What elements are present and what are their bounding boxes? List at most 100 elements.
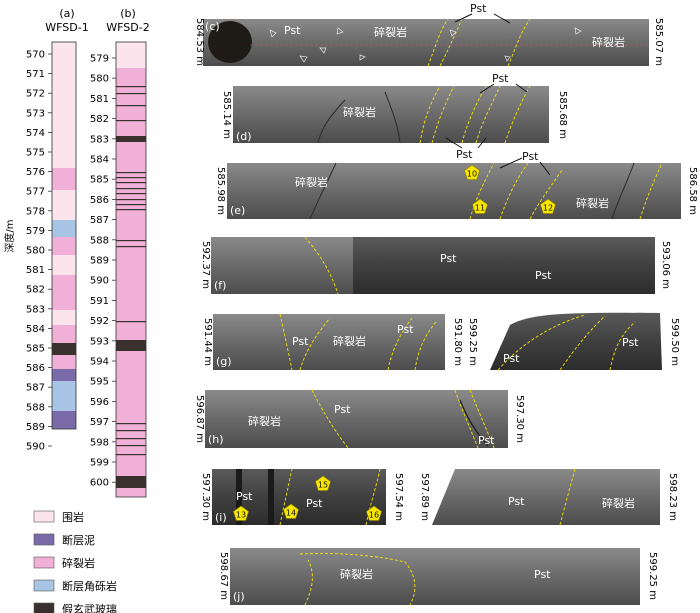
column-b: (b) WFSD-2 (90, 7, 150, 498)
core-photo (227, 163, 681, 219)
left-depth-label: 591.44 m (202, 318, 213, 366)
sample-marker (472, 198, 488, 214)
column-a: (a) WFSD-1 57057157257357457557657757857… (3, 7, 89, 453)
legend-swatch (33, 556, 55, 569)
sample-marker (540, 198, 556, 214)
core-photo (490, 312, 662, 370)
core-panel-i: (i) Pst Pst 13 14 15 16 597.30 m 597.54 m (200, 468, 404, 526)
stratum-pseudotachylyte (116, 199, 146, 201)
core-panel-c: (c) Pst 碎裂岩 碎裂岩 Pst 584.53 m 585.07 m (194, 2, 664, 67)
stratum-wall-rock (52, 310, 76, 325)
depth-tick-label: 577 (26, 187, 45, 198)
sample-marker-number: 13 (236, 511, 246, 520)
core-panel-j: (j) 碎裂岩 Pst 598.67 m 599.25 m (218, 548, 658, 606)
pst-label: Pst (284, 24, 301, 37)
column-a-frame (51, 41, 77, 430)
pst-label: Pst (503, 352, 520, 365)
panel-tag: (e) (230, 204, 245, 217)
sample-marker-number: 11 (475, 204, 485, 213)
depth-tick-label: 586 (26, 363, 45, 374)
core-photo (203, 19, 649, 66)
cataclasite-label: 碎裂岩 (592, 35, 625, 49)
depth-tick-label: 584 (90, 155, 109, 166)
depth-tick-label: 583 (26, 304, 45, 315)
sample-marker-number: 10 (467, 170, 477, 179)
core-gap (236, 469, 242, 525)
core-photo (432, 469, 660, 525)
core-panel-g2: Pst Pst 599.25 m 599.50 m (467, 312, 680, 371)
stratum-wall-rock (52, 255, 76, 275)
pst-boundary-lines (311, 389, 495, 449)
callout-leader (454, 13, 473, 23)
sample-marker (464, 164, 480, 180)
depth-tick-label: 578 (26, 206, 45, 217)
pst-label: Pst (292, 335, 309, 348)
stratum-cataclasite (52, 275, 76, 310)
right-depth-label: 586.58 m (687, 167, 698, 215)
left-depth-label: 596.87 m (194, 395, 205, 443)
legend-label: 假玄武玻璃 (62, 602, 117, 613)
cataclasite-label: 碎裂岩 (602, 496, 635, 510)
depth-tick-label: 574 (26, 128, 45, 139)
depth-tick-label: 587 (26, 383, 45, 394)
pst-callout: Pst (522, 150, 539, 163)
stratum-pseudotachylyte (116, 177, 146, 179)
pst-boundary-lines (279, 313, 437, 371)
marker-group: 10 11 12 (464, 164, 556, 214)
stratum-pseudotachylyte (116, 172, 146, 174)
stratum-fault-breccia (52, 381, 76, 411)
cataclasite-label: 碎裂岩 (374, 25, 407, 39)
core-panel-g: (g) Pst 碎裂岩 Pst 591.44 m 591.80 m (202, 313, 463, 371)
depth-tick-label: 596 (90, 397, 109, 408)
pst-label: Pst (535, 269, 552, 282)
sample-marker-number: 12 (543, 204, 553, 213)
pst-label: Pst (478, 434, 495, 447)
pst-label: Pst (508, 495, 525, 508)
depth-tick-label: 589 (90, 256, 109, 267)
column-b-frame (115, 41, 147, 498)
core-end-cap (208, 21, 252, 63)
stratum-pseudotachylyte (116, 193, 146, 195)
core-gap (268, 469, 274, 525)
sample-marker (283, 503, 299, 519)
sample-marker-number: 15 (318, 481, 328, 490)
pst-label: Pst (306, 497, 323, 510)
depth-tick-label: 571 (26, 69, 45, 80)
stratum-pseudotachylyte (116, 204, 146, 206)
callout-leader (493, 13, 511, 24)
left-depth-label: 599.25 m (467, 318, 478, 366)
sample-marker-number: 16 (369, 511, 379, 520)
stratum-pseudotachylyte (116, 105, 146, 107)
depth-tick-label: 588 (26, 402, 45, 413)
core-fractures (459, 399, 489, 447)
left-depth-label: 592.37 m (200, 241, 211, 289)
core-fractures (309, 162, 635, 220)
right-depth-label: 599.50 m (669, 318, 680, 366)
pst-boundary-lines (497, 314, 636, 371)
depth-tick-label: 570 (26, 50, 45, 61)
stratum-fault-breccia (52, 220, 76, 237)
stratum-pseudotachylyte (116, 182, 146, 184)
stratum-pseudotachylyte (116, 188, 146, 190)
pst-label: Pst (236, 490, 253, 503)
pst-label: Pst (397, 323, 414, 336)
callout-leader (477, 137, 487, 149)
stratum-cataclasite (52, 355, 76, 369)
callout-leader (445, 137, 463, 149)
column-b-tag: (b) (120, 7, 136, 20)
stratum-wall-rock (52, 42, 76, 168)
pst-label: Pst (534, 568, 551, 581)
legend-swatch (33, 533, 55, 546)
legend-swatch (33, 510, 55, 523)
legend-swatch (33, 579, 55, 592)
marker-group: 13 14 15 16 (233, 475, 382, 521)
stratum-pseudotachylyte (52, 343, 76, 355)
stratum-cataclasite (116, 42, 146, 497)
depth-tick-label: 575 (26, 148, 45, 159)
depth-tick-label: 579 (90, 54, 109, 65)
panel-tag: (f) (214, 279, 226, 292)
left-depth-label: 598.67 m (218, 552, 229, 600)
stratum-pseudotachylyte (116, 246, 146, 248)
depth-tick-label: 584 (26, 324, 45, 335)
